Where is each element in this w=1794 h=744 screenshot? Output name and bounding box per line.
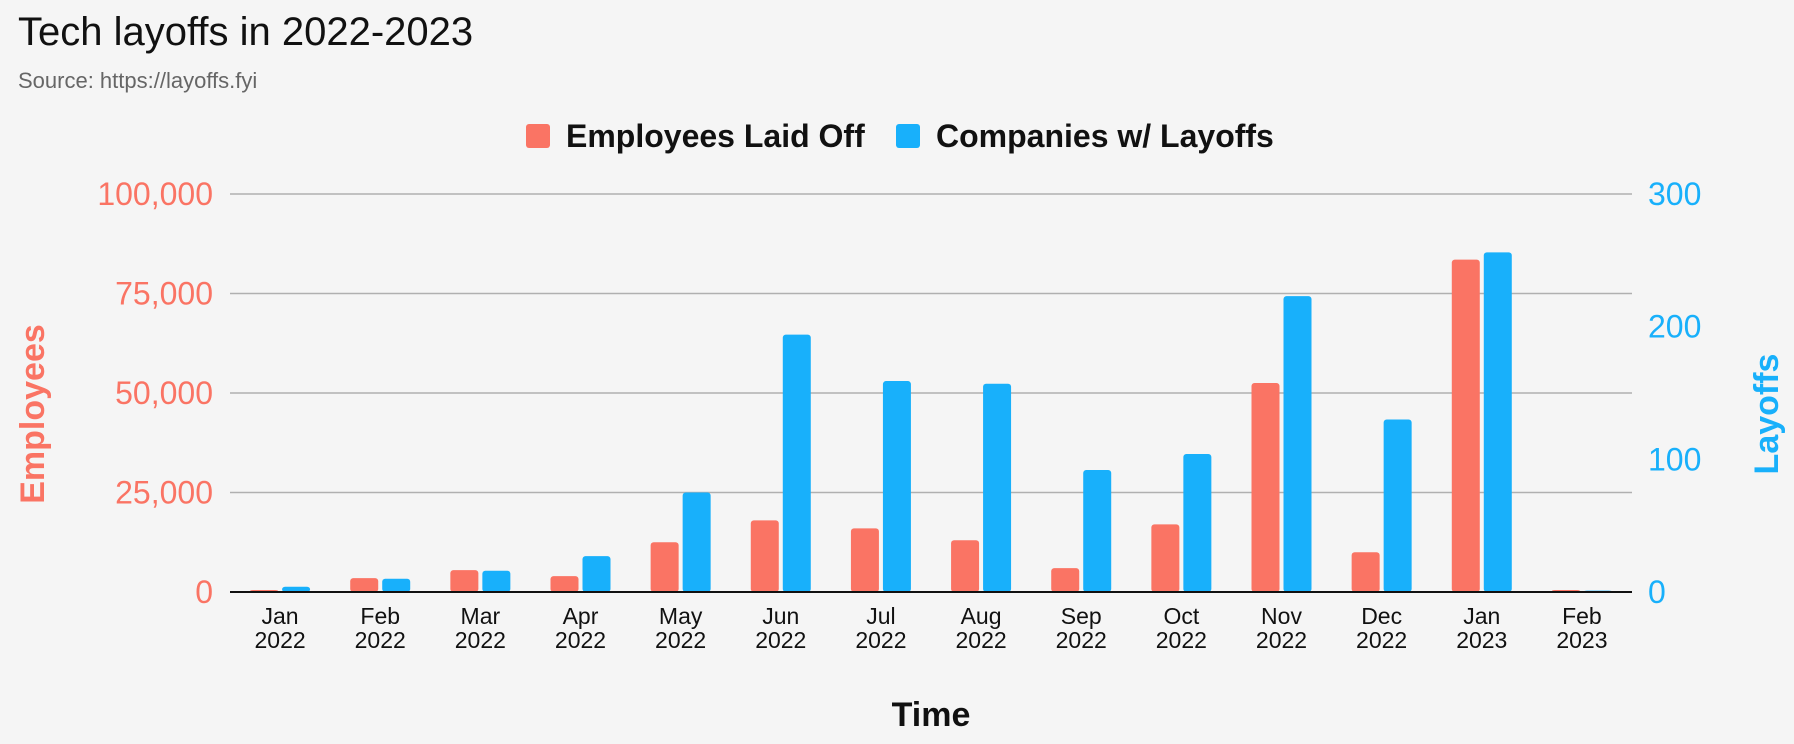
y-tick-right: 200 [1648, 309, 1701, 345]
x-tick-month: Aug [961, 603, 1002, 629]
bar-companies [1083, 469, 1112, 592]
x-tick-year: 2022 [555, 627, 606, 653]
y-axis-title-left: Employees [14, 324, 52, 504]
x-tick-year: 2022 [1256, 627, 1307, 653]
x-tick-year: 2022 [955, 627, 1006, 653]
chart-subtitle: Source: https://layoffs.fyi [18, 68, 258, 93]
bar-employees [1351, 552, 1380, 592]
bar-companies [1283, 296, 1312, 592]
bar-companies [682, 492, 711, 592]
legend-swatch-employees [526, 124, 550, 148]
x-tick-year: 2022 [1056, 627, 1107, 653]
bar-employees [550, 576, 579, 592]
y-axis-title-right: Layoffs [1748, 354, 1786, 475]
bar-companies [882, 381, 911, 592]
x-tick-month: Mar [461, 603, 501, 629]
bar-companies [582, 556, 611, 592]
x-tick-month: Oct [1163, 603, 1199, 629]
x-tick-month: Jun [762, 603, 799, 629]
y-tick-right: 300 [1648, 176, 1701, 212]
x-tick-year: 2022 [1356, 627, 1407, 653]
y-tick-left: 75,000 [115, 276, 213, 312]
y-tick-left: 25,000 [115, 475, 213, 511]
y-tick-left: 0 [195, 574, 213, 610]
bar-employees [750, 520, 779, 592]
x-tick-month: Dec [1361, 603, 1402, 629]
bar-companies [382, 578, 411, 592]
legend-label-companies: Companies w/ Layoffs [936, 118, 1274, 154]
bar-companies [482, 570, 511, 592]
bar-companies [1483, 252, 1512, 592]
y-tick-left: 50,000 [115, 375, 213, 411]
bar-companies [1183, 454, 1212, 592]
x-tick-month: Apr [563, 603, 599, 629]
bar-companies [782, 334, 811, 592]
bar-employees [350, 578, 379, 592]
x-tick-year: 2022 [254, 627, 305, 653]
y-tick-right: 100 [1648, 441, 1701, 477]
bar-employees [1151, 524, 1180, 592]
x-tick-year: 2022 [855, 627, 906, 653]
x-tick-month: Feb [1562, 603, 1602, 629]
bar-companies [282, 586, 311, 592]
bar-employees [450, 570, 479, 592]
y-tick-right: 0 [1648, 574, 1666, 610]
x-tick-year: 2022 [355, 627, 406, 653]
chart-title: Tech layoffs in 2022-2023 [18, 10, 474, 54]
bar-employees [1251, 383, 1280, 592]
x-tick-month: Nov [1261, 603, 1302, 629]
x-tick-month: May [659, 603, 703, 629]
x-tick-month: Feb [360, 603, 400, 629]
legend-label-employees: Employees Laid Off [566, 118, 865, 154]
legend-swatch-companies [896, 124, 920, 148]
bar-employees [951, 540, 980, 592]
bar-employees [1451, 259, 1480, 592]
x-axis-title: Time [892, 696, 971, 734]
x-tick-year: 2022 [1156, 627, 1207, 653]
bar-employees [1051, 568, 1080, 592]
x-tick-month: Jan [1463, 603, 1500, 629]
x-tick-year: 2022 [455, 627, 506, 653]
x-tick-year: 2022 [755, 627, 806, 653]
bar-companies [983, 383, 1012, 592]
bar-employees [850, 528, 879, 592]
bar-employees [650, 542, 679, 592]
y-tick-left: 100,000 [97, 176, 213, 212]
x-tick-month: Sep [1061, 603, 1102, 629]
x-tick-year: 2023 [1456, 627, 1507, 653]
x-tick-month: Jul [866, 603, 895, 629]
bar-companies [1383, 419, 1412, 592]
x-tick-month: Jan [262, 603, 299, 629]
x-tick-year: 2022 [655, 627, 706, 653]
x-tick-year: 2023 [1556, 627, 1607, 653]
